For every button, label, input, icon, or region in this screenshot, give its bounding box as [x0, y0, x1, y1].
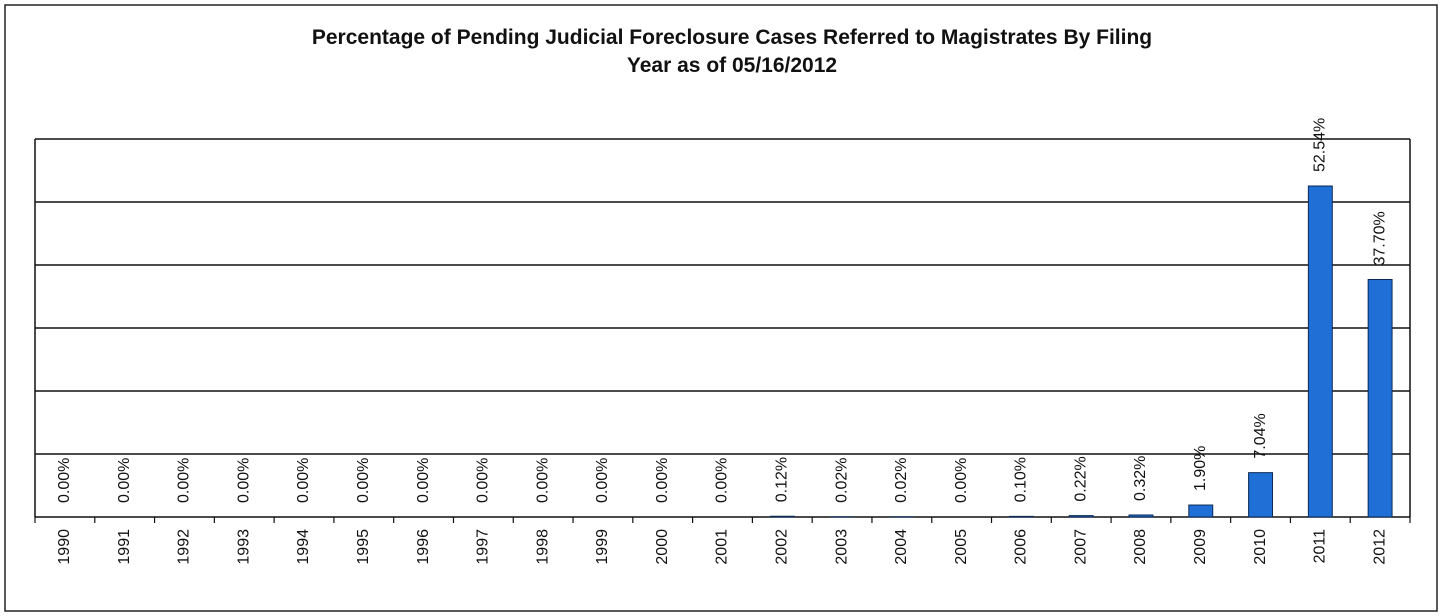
value-label: 0.00%	[654, 458, 671, 503]
bar	[1128, 514, 1154, 518]
value-label: 52.54%	[1312, 118, 1329, 172]
value-label: 0.00%	[714, 458, 731, 503]
x-tick-label: 2011	[1312, 529, 1329, 564]
value-label: 0.00%	[235, 458, 252, 503]
value-label: 0.00%	[56, 458, 73, 503]
x-tick-label: 1994	[295, 529, 312, 565]
x-tick-label: 1996	[415, 529, 432, 565]
x-tick-label: 2001	[714, 529, 731, 565]
x-tick-label: 1997	[475, 529, 492, 565]
x-tick-label: 2009	[1192, 529, 1209, 565]
bar	[1367, 278, 1393, 518]
x-tick-label: 1998	[534, 529, 551, 565]
bar	[1188, 504, 1214, 518]
value-label: 0.22%	[1072, 456, 1089, 501]
x-tick-label: 2005	[953, 529, 970, 565]
x-tick-label: 2003	[833, 529, 850, 565]
x-tick-label: 2006	[1013, 529, 1030, 565]
value-label: 0.00%	[594, 458, 611, 503]
x-tick-label: 2012	[1371, 529, 1388, 565]
bar	[1307, 185, 1333, 518]
value-label: 0.00%	[176, 458, 193, 503]
bar	[1068, 515, 1094, 518]
value-label: 7.04%	[1252, 413, 1269, 458]
value-label: 0.32%	[1132, 456, 1149, 501]
x-tick-label: 1999	[594, 529, 611, 565]
bar	[1008, 515, 1034, 518]
value-label: 37.70%	[1371, 211, 1388, 265]
value-label: 0.00%	[295, 458, 312, 503]
x-tick-label: 2004	[893, 529, 910, 565]
value-label: 0.02%	[833, 457, 850, 502]
chart-title: Year as of 05/16/2012	[627, 54, 837, 77]
value-label: 0.12%	[774, 457, 791, 502]
value-label: 1.90%	[1192, 446, 1209, 491]
x-tick-label: 1990	[56, 529, 73, 565]
chart-frame	[4, 4, 1438, 612]
value-label: 0.00%	[534, 458, 551, 503]
x-tick-label: 2000	[654, 529, 671, 565]
value-label: 0.00%	[355, 458, 372, 503]
bar	[1248, 472, 1273, 518]
x-tick-label: 1992	[176, 529, 193, 565]
value-label: 0.10%	[1013, 457, 1030, 502]
x-tick-label: 2002	[774, 529, 791, 565]
value-label: 0.00%	[415, 458, 432, 503]
x-tick-label: 1993	[235, 529, 252, 565]
x-tick-label: 1995	[355, 529, 372, 565]
x-tick-label: 2008	[1132, 529, 1149, 565]
x-tick-label: 1991	[116, 529, 133, 565]
value-label: 0.00%	[475, 458, 492, 503]
bar	[769, 515, 795, 518]
value-label: 0.02%	[893, 457, 910, 502]
value-label: 0.00%	[116, 458, 133, 503]
chart-title: Percentage of Pending Judicial Foreclosu…	[312, 26, 1152, 49]
x-tick-label: 2007	[1072, 529, 1089, 565]
x-tick-label: 2010	[1252, 529, 1269, 565]
value-label: 0.00%	[953, 458, 970, 503]
